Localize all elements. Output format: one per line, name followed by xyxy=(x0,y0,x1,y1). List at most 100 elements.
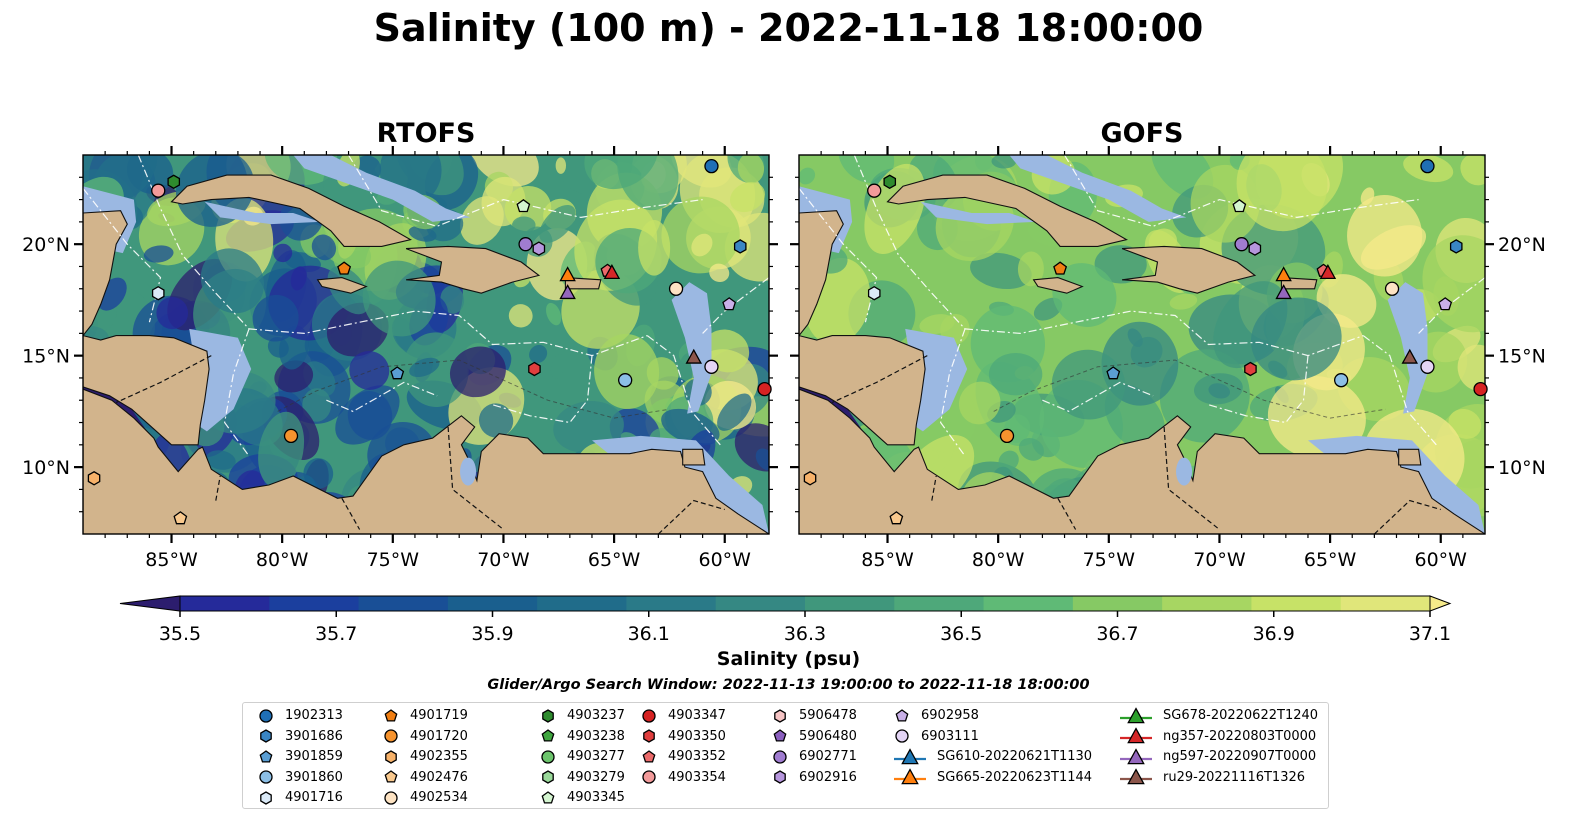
legend-marker xyxy=(1127,747,1145,764)
colorbar-segment xyxy=(269,596,360,611)
legend-item: 4902355 xyxy=(382,746,468,767)
legend-marker-icon xyxy=(643,729,655,743)
legend-label: 5906478 xyxy=(799,708,857,723)
float-marker xyxy=(167,174,181,190)
legend-marker-icon xyxy=(259,770,273,784)
float-marker xyxy=(151,183,166,198)
legend-marker-icon xyxy=(541,729,555,742)
legend-label: 6902958 xyxy=(921,708,979,723)
colorbar: 35.5 35.7 35.9 36.1 36.3 36.5 36.7 36.9 37.1 xyxy=(119,595,1452,645)
float-marker xyxy=(528,361,541,377)
legend-marker-icon xyxy=(542,708,554,723)
float-marker xyxy=(559,266,576,282)
colorbar-segment xyxy=(180,596,270,611)
legend-marker-icon xyxy=(542,770,554,784)
legend-item: 4903345 xyxy=(539,787,625,808)
legend-marker-icon xyxy=(773,749,787,764)
colorbar-segment xyxy=(447,596,538,611)
legend-label: 4903238 xyxy=(567,728,625,744)
legend-marker xyxy=(541,729,555,742)
legend-label: 1902313 xyxy=(285,708,343,723)
panel-title-rtofs: RTOFS xyxy=(376,118,476,149)
legend-marker-icon xyxy=(1120,747,1152,764)
legend-label: 4903347 xyxy=(668,708,726,723)
legend-marker xyxy=(642,749,656,763)
map-frame xyxy=(82,154,770,535)
legend-marker xyxy=(384,729,398,743)
float-marker xyxy=(559,284,576,300)
legend-marker-icon xyxy=(541,790,555,804)
legend-item: 4903352 xyxy=(640,746,726,767)
float-marker xyxy=(883,174,897,190)
float-marker xyxy=(87,471,101,486)
legend-item: 5906480 xyxy=(771,726,857,747)
lat-tick-label: 20°N xyxy=(1498,234,1546,256)
legend-item: 4902476 xyxy=(382,767,468,788)
legend-marker-icon xyxy=(774,770,786,784)
legend-label: SG678-20220622T1240 xyxy=(1163,708,1319,723)
float-marker xyxy=(1438,297,1453,311)
legend-marker-icon xyxy=(895,708,909,722)
legend-label: 3901686 xyxy=(285,728,343,744)
legend-marker xyxy=(259,770,273,784)
lat-tick-label: 10°N xyxy=(1498,457,1546,479)
legend-item: 3901686 xyxy=(257,726,343,747)
legend-marker xyxy=(895,708,909,722)
colorbar-segment xyxy=(626,596,717,611)
legend-marker-icon xyxy=(774,708,786,723)
legend-item: 6902771 xyxy=(771,746,857,767)
legend-item: 4903277 xyxy=(539,746,625,767)
legend-label: SG610-20220621T1130 xyxy=(937,749,1093,764)
legend-marker xyxy=(259,749,273,763)
legend-item: 4903350 xyxy=(640,726,726,747)
float-marker xyxy=(173,511,188,525)
float-marker xyxy=(668,281,684,296)
legend-marker xyxy=(1127,768,1145,785)
legend-marker xyxy=(384,770,398,783)
search-window-text: Glider/Argo Search Window: 2022-11-13 19… xyxy=(487,677,1090,693)
float-marker xyxy=(532,241,546,256)
lon-tick-label: 70°W xyxy=(1193,549,1246,571)
legend-item: 4902534 xyxy=(382,787,468,808)
legend-item: ng357-20220803T0000 xyxy=(1119,726,1316,747)
float-marker xyxy=(867,285,881,301)
legend-label: 4903352 xyxy=(668,749,726,764)
lon-tick-label: 75°W xyxy=(367,549,420,571)
float-marker xyxy=(999,428,1015,444)
float-marker xyxy=(337,261,352,275)
float-marker xyxy=(1106,366,1121,380)
float-marker xyxy=(618,373,633,388)
legend-marker-icon xyxy=(260,729,272,743)
legend-label: 4903345 xyxy=(567,790,625,805)
legend-item: 4901720 xyxy=(382,726,468,747)
legend-marker xyxy=(901,747,919,764)
lon-tick-label: 80°W xyxy=(972,549,1025,571)
colorbar-label: Salinity (psu) xyxy=(716,648,861,670)
float-marker xyxy=(1449,239,1463,254)
legend-marker-icon xyxy=(384,708,398,722)
legend-marker-icon xyxy=(1120,706,1152,723)
float-marker xyxy=(518,237,533,252)
float-marker xyxy=(1232,198,1247,213)
legend-label: SG665-20220623T1144 xyxy=(937,769,1093,785)
panel-title-gofs: GOFS xyxy=(1100,118,1184,149)
legend-marker-icon xyxy=(894,747,926,764)
map-frame xyxy=(798,154,1486,535)
legend-label: 4903354 xyxy=(668,769,726,785)
colorbar-tick-label: 35.5 xyxy=(159,623,201,645)
legend-label: 6903111 xyxy=(921,728,979,744)
float-marker xyxy=(390,366,405,380)
colorbar-segment xyxy=(1072,596,1163,611)
legend-marker xyxy=(642,770,656,784)
legend-item: 4901719 xyxy=(382,705,468,726)
legend-item: SG610-20220621T1130 xyxy=(893,746,1092,767)
legend-marker xyxy=(774,708,786,723)
legend-marker-icon xyxy=(642,749,656,763)
colorbar-tick-label: 35.9 xyxy=(471,623,513,645)
legend-marker-icon xyxy=(894,768,926,785)
float-marker xyxy=(1420,359,1435,374)
legend: 1902313 3901686 3901859 3901860 4901716 49017… xyxy=(242,702,1329,809)
legend-item: 5906478 xyxy=(771,705,857,726)
lon-tick-label: 60°W xyxy=(699,549,752,571)
